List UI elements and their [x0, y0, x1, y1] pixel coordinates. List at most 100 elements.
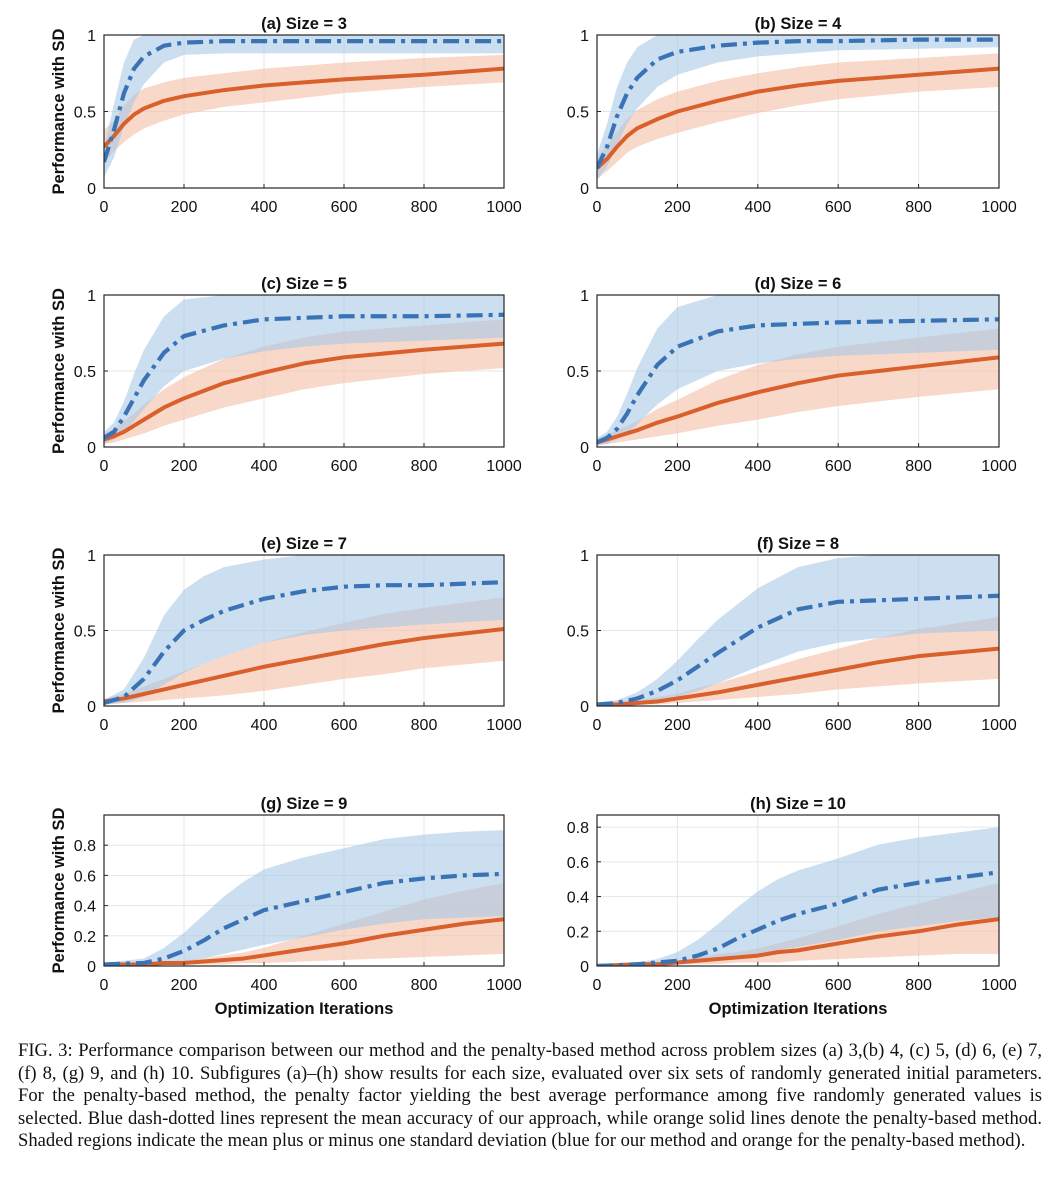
y-tick-label: 1: [580, 548, 589, 565]
chart-title: (h) Size = 10: [750, 795, 846, 813]
x-tick-label: 400: [744, 717, 771, 734]
x-tick-label: 600: [331, 977, 358, 994]
x-tick-label: 1000: [981, 199, 1017, 216]
y-tick-label: 0.6: [74, 868, 96, 885]
our-method-sd-band: [104, 35, 504, 178]
x-tick-label: 600: [331, 199, 358, 216]
x-tick-label: 1000: [981, 717, 1017, 734]
x-tick-label: 1000: [486, 199, 522, 216]
x-tick-label: 800: [905, 717, 932, 734]
x-tick-label: 800: [905, 199, 932, 216]
x-tick-label: 800: [905, 458, 932, 475]
our-method-sd-band: [597, 827, 999, 966]
plot-series-group: [597, 827, 999, 966]
our-method-sd-band: [597, 295, 999, 446]
y-tick-label: 0.5: [567, 105, 589, 122]
plot-series-group: [597, 35, 999, 181]
figure-caption: FIG. 3: Performance comparison between o…: [18, 1040, 1042, 1151]
x-tick-label: 200: [664, 977, 691, 994]
y-tick-label: 0.2: [567, 924, 589, 941]
chart-title: (d) Size = 6: [755, 275, 842, 293]
y-tick-label: 0.4: [567, 890, 589, 907]
y-tick-label: 0: [87, 440, 96, 457]
plot-series-group: [104, 555, 504, 705]
x-tick-label: 600: [825, 977, 852, 994]
x-tick-label: 400: [251, 199, 278, 216]
x-tick-label: 400: [744, 977, 771, 994]
chart-panel-3: 0 200 400 600 800 1000 0 0.5 1 (c) Size = 5 Perfor…: [50, 275, 522, 475]
penalty-method-line: [597, 355, 999, 445]
x-tick-label: 800: [411, 199, 438, 216]
x-tick-label: 0: [593, 977, 602, 994]
y-tick-label: 0.8: [567, 820, 589, 837]
x-tick-label: 0: [100, 717, 109, 734]
x-tick-label: 400: [251, 717, 278, 734]
plot-series-group: [104, 35, 504, 178]
penalty-method-sd-band: [597, 616, 999, 706]
x-tick-label: 600: [825, 458, 852, 475]
y-tick-label: 0.5: [567, 364, 589, 381]
x-tick-label: 0: [100, 199, 109, 216]
x-tick-label: 800: [905, 977, 932, 994]
y-tick-label: 0.5: [74, 364, 96, 381]
y-tick-label: 0: [87, 699, 96, 716]
x-tick-label: 0: [593, 717, 602, 734]
y-tick-label: 1: [580, 28, 589, 45]
chart-panel-1: 0 200 400 600 800 1000 0 0.5 1 (a) Size = 3 Perfor…: [50, 15, 522, 216]
x-tick-label: 600: [331, 458, 358, 475]
our-method-line: [104, 580, 504, 705]
y-tick-label: 0: [580, 440, 589, 457]
y-tick-label: 0: [580, 181, 589, 198]
x-axis-label: Optimization Iterations: [215, 1000, 394, 1018]
y-tick-label: 0.5: [567, 624, 589, 641]
chart-panel-5: 0 200 400 600 800 1000 0 0.5 1 (e) Size = 7 Perfor…: [50, 535, 522, 734]
penalty-method-sd-band: [104, 54, 504, 162]
x-tick-label: 0: [100, 977, 109, 994]
axes-box: [103, 814, 505, 967]
chart-panel-4: 0 200 400 600 800 1000 0 0.5 1 (d) Size = 6: [567, 275, 1017, 475]
y-tick-label: 0.4: [74, 899, 96, 916]
penalty-method-line: [597, 66, 999, 170]
y-tick-label: 1: [87, 288, 96, 305]
x-tick-label: 200: [664, 458, 691, 475]
x-tick-label: 200: [171, 977, 198, 994]
penalty-method-sd-band: [597, 328, 999, 446]
our-method-line: [104, 871, 504, 966]
x-tick-label: 400: [744, 199, 771, 216]
x-tick-label: 600: [825, 717, 852, 734]
chart-panel-7: 0 200 400 600 800 1000 0 0.2 0.4 0.6 0.8 (g) Size =…: [50, 795, 522, 1018]
y-tick-label: 0: [87, 181, 96, 198]
our-method-sd-band: [104, 555, 504, 705]
our-method-line: [597, 317, 999, 445]
x-tick-label: 1000: [486, 717, 522, 734]
y-axis-label: Performance with SD: [50, 28, 68, 194]
x-tick-label: 200: [171, 458, 198, 475]
x-tick-label: 0: [593, 199, 602, 216]
our-method-sd-band: [104, 830, 504, 966]
x-tick-label: 200: [171, 199, 198, 216]
y-tick-label: 0: [580, 699, 589, 716]
penalty-method-sd-band: [597, 882, 999, 966]
y-axis-label: Performance with SD: [50, 547, 68, 713]
plot-series-group: [597, 295, 999, 446]
y-tick-label: 0.8: [74, 838, 96, 855]
y-tick-label: 0.6: [567, 855, 589, 872]
y-tick-label: 1: [87, 548, 96, 565]
x-tick-label: 400: [744, 458, 771, 475]
our-method-line: [597, 37, 999, 170]
x-tick-label: 0: [100, 458, 109, 475]
penalty-method-line: [104, 66, 504, 149]
plot-series-group: [104, 295, 504, 444]
penalty-method-line: [597, 646, 999, 706]
our-method-sd-band: [597, 35, 999, 181]
x-tick-label: 600: [331, 717, 358, 734]
penalty-method-sd-band: [104, 882, 504, 966]
axes-box: [596, 814, 1000, 967]
y-tick-label: 0.5: [74, 624, 96, 641]
y-tick-label: 1: [87, 28, 96, 45]
penalty-method-line: [104, 917, 504, 966]
x-tick-label: 1000: [486, 458, 522, 475]
chart-panel-6: 0 200 400 600 800 1000 0 0.5 1 (f) Size = 8: [567, 535, 1017, 734]
chart-panel-2: 0 200 400 600 800 1000 0 0.5 1 (b) Size = 4: [567, 15, 1017, 216]
chart-title: (f) Size = 8: [757, 535, 839, 553]
